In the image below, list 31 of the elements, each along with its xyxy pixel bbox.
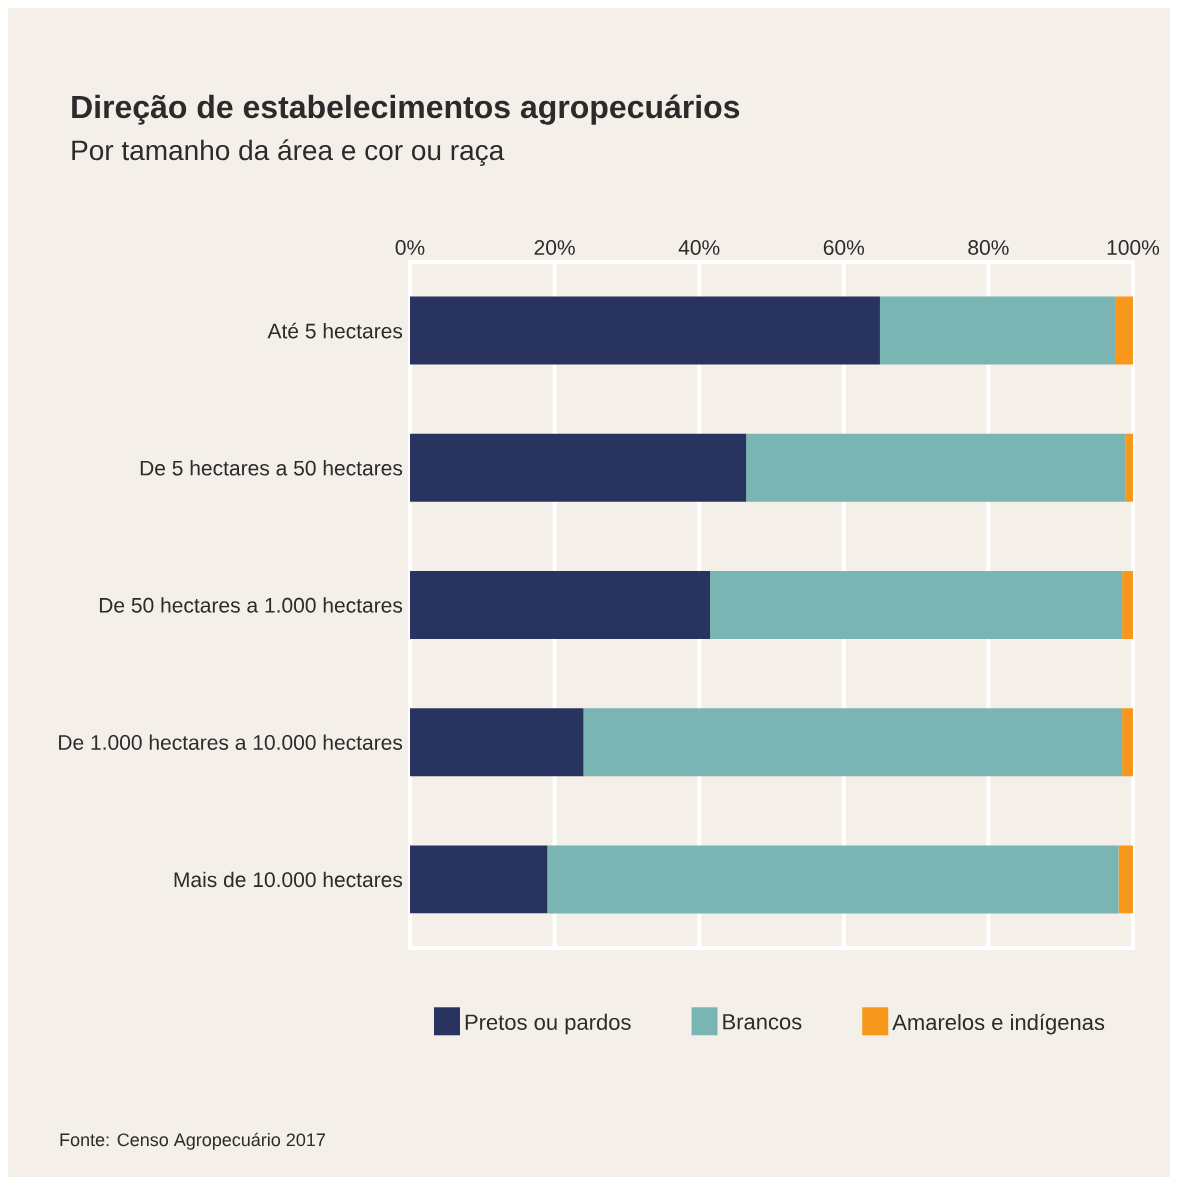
y-tick-label: De 5 hectares a 50 hectares xyxy=(140,460,403,476)
bar xyxy=(710,571,1123,640)
bar xyxy=(409,708,584,777)
legend-label: Pretos ou pardos xyxy=(465,1013,631,1035)
bar xyxy=(879,296,1115,365)
bar xyxy=(547,845,1119,914)
y-tick-label: De 50 hectares a 1.000 hectares xyxy=(99,597,403,613)
bar xyxy=(746,433,1126,502)
x-tick-label: 20% xyxy=(534,240,575,255)
source-note: Fonte: Censo Agropecuário 2017 xyxy=(60,1132,325,1150)
x-tick-label: 100% xyxy=(1107,240,1160,255)
bar xyxy=(409,845,548,914)
y-tick-label: Mais de 10.000 hectares xyxy=(174,871,403,888)
legend-label: Brancos xyxy=(723,1014,802,1030)
x-tick-label: 60% xyxy=(823,240,865,255)
bar xyxy=(1122,708,1133,777)
legend-label: Amarelos e indígenas xyxy=(892,1013,1105,1035)
bar xyxy=(1118,845,1133,914)
bar xyxy=(409,296,880,365)
x-tick-label: 40% xyxy=(678,240,720,255)
bar xyxy=(1114,296,1133,365)
y-tick-label: Até 5 hectares xyxy=(267,322,403,339)
x-tick-label: 80% xyxy=(968,240,1009,255)
chart-title: Direção de estabelecimentos agropecuários xyxy=(72,94,740,125)
bar xyxy=(409,571,711,640)
y-tick-label: De 1.000 hectares a 10.000 hectares xyxy=(59,734,403,750)
chart-subtitle: Por tamanho da área e cor ou raça xyxy=(72,139,505,166)
bar xyxy=(1122,571,1133,640)
bar xyxy=(583,708,1123,777)
bar xyxy=(409,433,747,502)
x-tick-label: 0% xyxy=(395,240,425,255)
